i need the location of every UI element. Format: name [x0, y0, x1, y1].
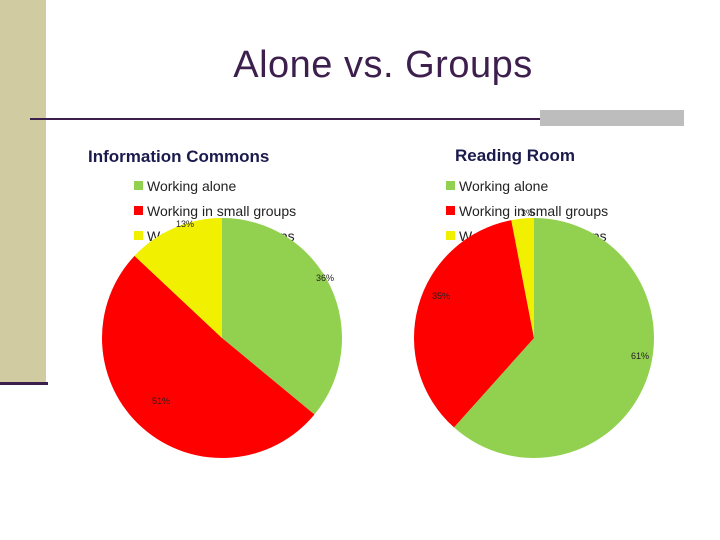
title-divider-accent	[540, 110, 684, 126]
left-accent-bar	[0, 0, 46, 382]
legend-label-working-in-small-groups: Working in small groups	[147, 203, 296, 219]
pie-slice-working-in-small-groups	[413, 220, 534, 428]
chart-title-information-commons: Information Commons	[88, 147, 269, 166]
legend-label-working-in-small-groups: Working in small groups	[459, 203, 608, 219]
legend-swatch-working-alone	[134, 181, 143, 190]
legend-swatch-working-in-large-groups	[446, 231, 455, 240]
pie-information-commons	[102, 218, 342, 458]
legend-swatch-working-in-small-groups	[134, 206, 143, 215]
chart-information-commons: Information Commons Working alone Working…	[88, 147, 342, 458]
pie-slice-working-in-large-groups	[134, 218, 222, 338]
chart-reading-room: Reading Room Working alone Working in sma…	[413, 146, 654, 458]
labels-reading-room: 61% 35% 3%	[432, 208, 649, 361]
left-accent-underline	[0, 382, 48, 385]
pie-reading-room	[413, 218, 654, 458]
legend-swatch-working-alone	[446, 181, 455, 190]
pie-slice-working-in-small-groups	[102, 255, 315, 458]
legend-label-working-alone: Working alone	[147, 178, 236, 194]
title-divider	[30, 118, 680, 120]
data-label-working-in-small-groups: 35%	[432, 291, 450, 301]
legend-swatch-working-in-small-groups	[446, 206, 455, 215]
pie-slice-working-alone	[222, 218, 342, 415]
data-label-working-alone: 61%	[631, 351, 649, 361]
labels-information-commons: 36% 51% 13%	[152, 219, 334, 406]
data-label-working-in-small-groups: 51%	[152, 396, 170, 406]
data-label-working-in-large-groups: 3%	[521, 208, 534, 218]
data-label-working-alone: 36%	[316, 273, 334, 283]
legend-label-working-alone: Working alone	[459, 178, 548, 194]
pie-slice-working-alone	[453, 218, 654, 458]
slide-title: Alone vs. Groups	[233, 44, 533, 86]
data-label-working-in-large-groups: 13%	[176, 219, 194, 229]
pie-slice-working-in-large-groups	[511, 218, 534, 338]
legend-swatch-working-in-large-groups	[134, 231, 143, 240]
chart-title-reading-room: Reading Room	[455, 146, 575, 165]
